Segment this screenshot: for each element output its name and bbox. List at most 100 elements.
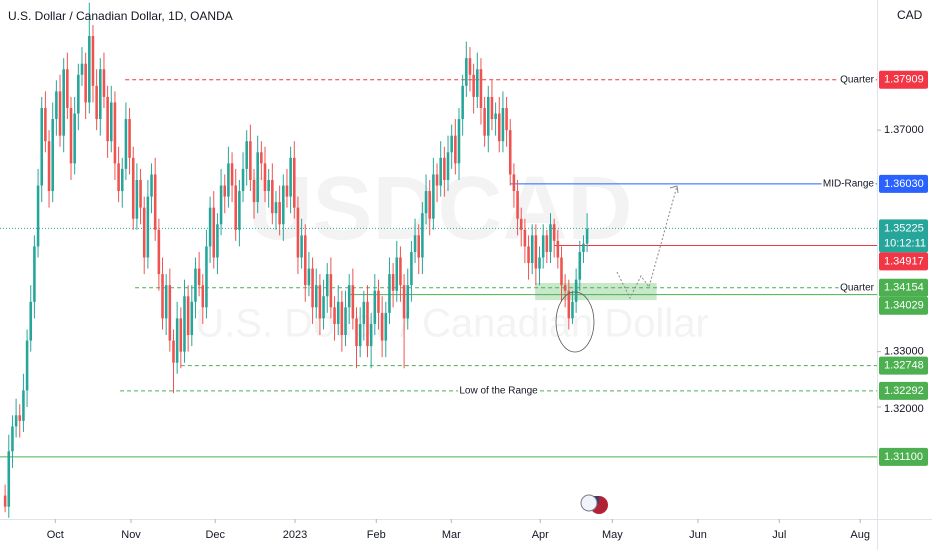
candle-body [99, 69, 102, 120]
level-label: Low of the Range [459, 385, 538, 396]
candle-body [161, 274, 164, 319]
candle-body [472, 74, 475, 97]
candle-body [146, 196, 150, 258]
x-tick-label: Oct [47, 529, 64, 541]
candle-body [194, 268, 197, 302]
candle-body [494, 113, 497, 120]
candle-body [486, 96, 490, 136]
candle-body [241, 168, 245, 192]
candle-body [36, 185, 40, 247]
candle-body [234, 185, 238, 230]
candle-body [66, 69, 69, 108]
flag-icon [580, 494, 608, 514]
candle-body [530, 235, 534, 264]
candle-body [519, 218, 523, 230]
candle-body [84, 63, 87, 103]
y-tick-label: 1.37000 [884, 124, 924, 136]
candle-body [377, 290, 380, 313]
candle-body [479, 69, 483, 108]
x-tick-label: Mar [442, 529, 461, 541]
candle-body [88, 35, 91, 103]
candle-body [172, 340, 175, 363]
candle-body [73, 113, 76, 164]
candle-body [483, 107, 486, 136]
price-label-box [879, 296, 928, 315]
candle-body [212, 207, 216, 258]
candle-body [406, 285, 410, 319]
candle-body [135, 179, 139, 219]
candle-body [223, 185, 227, 197]
candle-body [582, 243, 585, 252]
price-label: 1.34917 [884, 255, 924, 267]
candle-body [252, 179, 256, 203]
last-price-label: 1.35225 [884, 222, 924, 234]
candle-body [541, 235, 545, 258]
price-label-box [879, 356, 928, 375]
price-label: 1.32292 [884, 385, 924, 397]
x-tick-label: May [602, 529, 623, 541]
projection-path [616, 185, 678, 300]
support-zone [535, 282, 657, 301]
candle-body [574, 279, 578, 302]
x-tick-label: Apr [532, 529, 549, 541]
candle-body [358, 323, 362, 347]
candle-body [446, 152, 450, 180]
candle-body [300, 235, 303, 258]
candle-body [490, 96, 494, 120]
candle-body [44, 107, 47, 142]
candle-body [128, 119, 131, 158]
price-label: 1.34154 [884, 282, 924, 294]
candle-body [205, 246, 208, 308]
candle-body [344, 307, 347, 336]
candle-body [567, 290, 571, 319]
candle-body [512, 174, 516, 192]
candle-body [336, 301, 340, 324]
candle-body [585, 228, 589, 244]
candle-body [417, 235, 421, 258]
candle-body [256, 152, 259, 203]
price-label-box [879, 70, 928, 89]
candle-body [545, 235, 549, 252]
candle-body [457, 119, 461, 164]
candle-body [51, 119, 54, 192]
candle-body [366, 301, 369, 347]
candle-body [25, 340, 29, 391]
level-label: Quarter [840, 74, 875, 85]
candle-body [501, 107, 505, 142]
candle-body [208, 207, 212, 247]
candle-body [538, 257, 541, 269]
candle-body [571, 301, 574, 319]
candle-body [157, 229, 161, 275]
candle-body [347, 285, 351, 308]
candle-body [245, 141, 248, 169]
candle-body [505, 107, 508, 131]
candle-body [402, 285, 406, 319]
candle-body [278, 202, 281, 225]
candle-body [227, 163, 230, 197]
candle-body [91, 35, 95, 86]
candle-body [11, 426, 14, 452]
candle-body [388, 274, 391, 313]
candle-body [421, 213, 424, 258]
price-label-box [879, 447, 928, 466]
price-label: 1.34029 [884, 300, 924, 312]
candle-body [413, 235, 417, 252]
candle-body [95, 85, 98, 120]
x-tick-label: Dec [205, 529, 225, 541]
candle-body [271, 179, 274, 214]
level-label: Quarter [840, 282, 875, 293]
candle-body [18, 415, 22, 421]
candle-body [527, 246, 530, 264]
candle-body [164, 285, 168, 319]
candle-body [47, 141, 51, 192]
candle-body [190, 301, 194, 336]
candle-body [476, 69, 479, 97]
candle-body [183, 296, 186, 352]
candle-body [153, 174, 157, 230]
candle-body [58, 91, 62, 136]
candle-body [450, 135, 453, 153]
candle-body [117, 163, 120, 192]
candle-body [197, 268, 201, 286]
price-label: 1.37909 [884, 74, 924, 86]
